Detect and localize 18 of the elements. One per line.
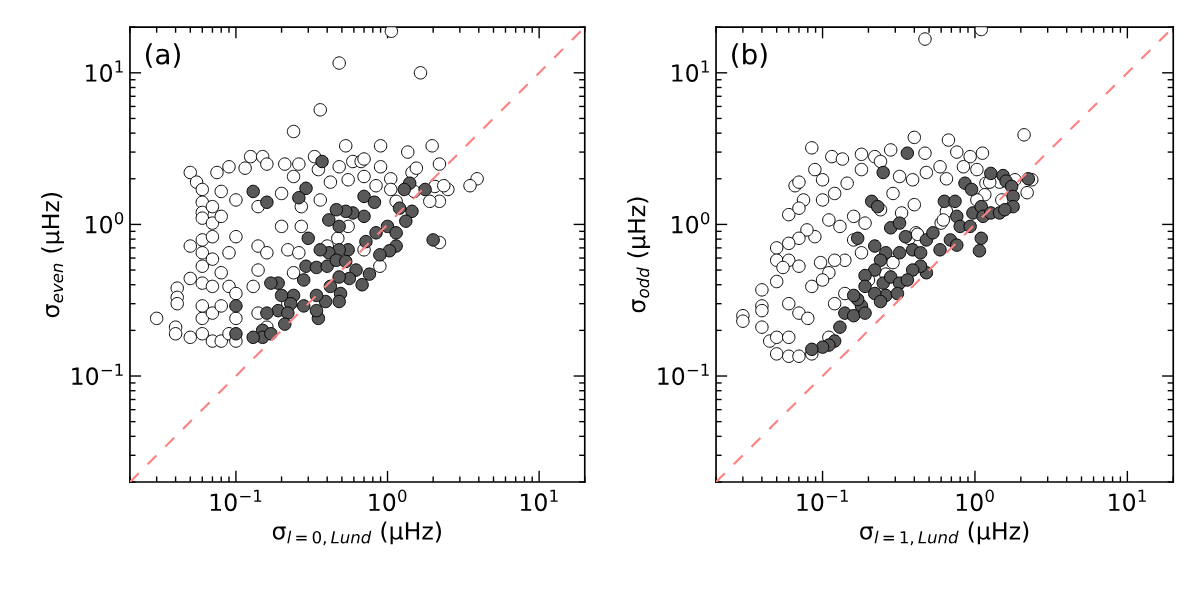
annotation: (a): [145, 43, 180, 68]
x-axis-title: σ$_{l=1,Lund}$ (μHz): [860, 521, 1029, 546]
x-tick-label: 10$^{0}$: [369, 489, 407, 512]
x-tick-label: 10$^{1}$: [1109, 489, 1146, 512]
y-tick-label: 10$^{−1}$: [658, 363, 709, 386]
x-tick-label: 10$^{−1}$: [797, 489, 848, 512]
x-axis-title: σ$_{l=0,Lund}$ (μHz): [272, 521, 441, 546]
y-axis-title: σ$_{even}$ (μHz): [41, 192, 64, 318]
annotation: (b): [732, 43, 767, 68]
x-tick-label: 10$^{1}$: [520, 489, 558, 512]
y-axis-title: σ$_{odd}$ (μHz): [627, 197, 651, 313]
y-tick-label: 10$^{0}$: [672, 211, 710, 234]
y-tick-label: 10$^{0}$: [86, 211, 124, 234]
x-tick-label: 10$^{−1}$: [210, 489, 262, 512]
x-tick-label: 10$^{0}$: [956, 489, 994, 512]
y-tick-label: 10$^{−1}$: [72, 363, 123, 386]
y-tick-label: 10$^{1}$: [86, 60, 123, 82]
y-tick-label: 10$^{1}$: [672, 60, 709, 82]
